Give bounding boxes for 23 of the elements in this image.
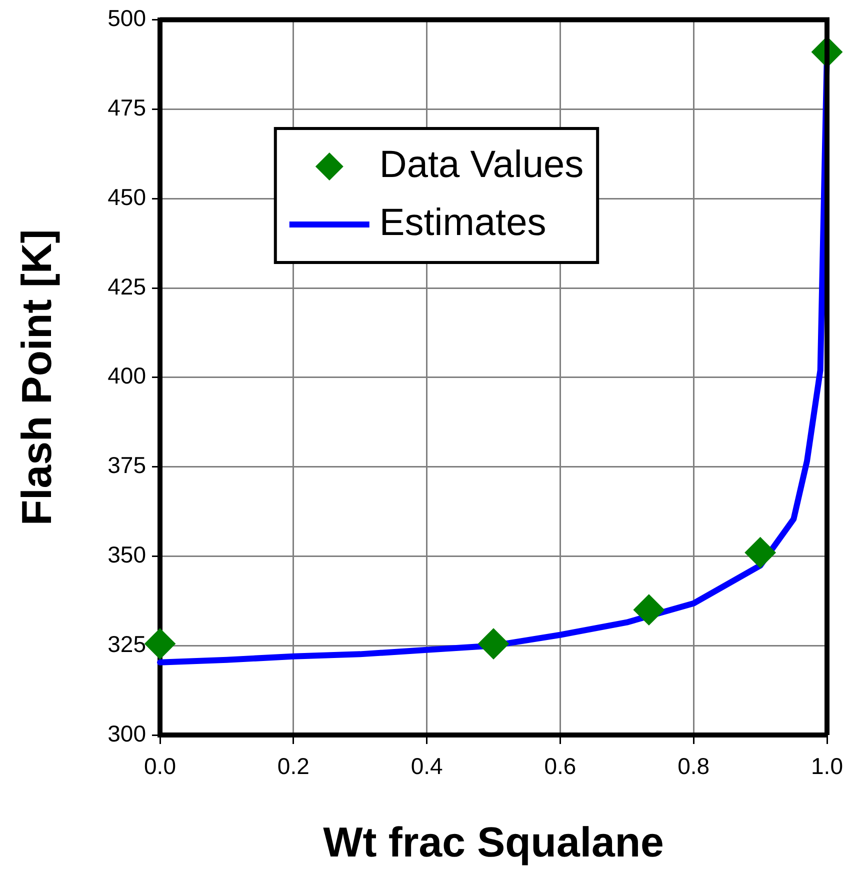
- y-tick-label: 500: [108, 5, 146, 32]
- y-tick-label: 450: [108, 184, 146, 210]
- x-axis-title: Wt frac Squalane: [323, 818, 664, 866]
- x-tick-label: 0.6: [544, 753, 576, 780]
- point: [744, 537, 776, 568]
- point: [478, 628, 509, 660]
- y-tick-label: 300: [108, 720, 146, 746]
- y-tick-label: 475: [108, 94, 146, 121]
- x-tick-label: 0.2: [277, 753, 310, 780]
- x-tick-label: 0.0: [144, 753, 176, 780]
- y-tick-label: 425: [108, 273, 146, 300]
- point: [633, 594, 664, 626]
- x-tick-label: 1.0: [811, 753, 843, 780]
- legend-label: Data Values: [379, 144, 584, 186]
- y-tick-label: 375: [108, 452, 146, 478]
- y-tick-label: 325: [108, 630, 146, 657]
- y-tick-label: 350: [108, 542, 146, 568]
- x-tick-label: 0.4: [410, 753, 443, 780]
- y-tick-label: 400: [108, 362, 146, 389]
- x-tick-label: 0.8: [678, 753, 710, 780]
- y-axis-title: Flash Point [K]: [12, 229, 60, 526]
- legend-label: Estimates: [379, 202, 546, 244]
- point: [144, 628, 176, 660]
